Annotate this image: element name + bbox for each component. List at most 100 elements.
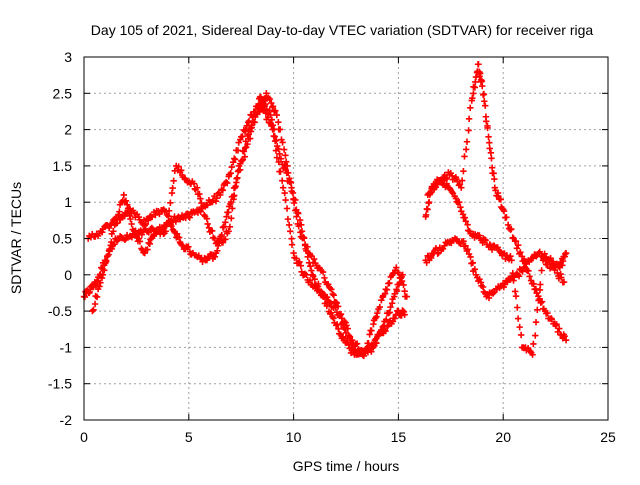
data-point-marker <box>464 246 471 253</box>
data-point-marker <box>387 303 394 311</box>
data-point-marker <box>368 348 375 355</box>
data-point-marker <box>127 215 134 223</box>
data-point-marker <box>199 258 206 265</box>
data-point-marker <box>333 299 340 307</box>
data-point-marker <box>248 122 255 129</box>
data-point-marker <box>325 281 332 288</box>
series-1 <box>80 104 408 359</box>
data-point-marker <box>257 93 265 101</box>
data-point-marker <box>484 124 491 132</box>
data-point-marker <box>266 107 273 114</box>
data-point-marker <box>161 230 168 237</box>
data-point-marker <box>282 166 289 173</box>
data-point-marker <box>530 280 537 288</box>
y-tick-label: -0.5 <box>48 303 72 319</box>
data-point-marker <box>334 303 342 310</box>
data-point-marker <box>535 297 542 304</box>
data-point-marker <box>116 208 123 215</box>
data-point-marker <box>538 298 546 305</box>
data-point-marker <box>353 340 361 347</box>
data-point-marker <box>242 143 250 151</box>
data-point-marker <box>479 283 487 291</box>
data-point-marker <box>329 313 336 320</box>
data-point-marker <box>218 231 225 239</box>
data-point-marker <box>400 281 407 289</box>
data-point-marker <box>269 121 276 129</box>
data-point-marker <box>108 238 115 246</box>
data-point-marker <box>275 119 282 126</box>
data-point-marker <box>345 332 353 339</box>
x-tick-label: 25 <box>600 429 616 445</box>
data-point-marker <box>526 273 533 280</box>
data-point-marker <box>254 102 262 110</box>
data-point-marker <box>287 178 294 186</box>
data-point-marker <box>461 214 468 221</box>
data-point-marker <box>537 281 544 288</box>
data-point-marker <box>434 250 441 257</box>
data-point-marker <box>366 331 373 338</box>
data-point-marker <box>471 266 479 273</box>
data-point-marker <box>145 229 152 236</box>
data-point-marker <box>288 184 295 191</box>
data-point-marker <box>341 318 348 325</box>
data-point-marker <box>540 254 548 262</box>
data-point-marker <box>326 284 334 292</box>
data-point-marker <box>209 197 217 204</box>
data-point-marker <box>196 190 203 198</box>
data-point-marker <box>298 221 305 228</box>
data-point-marker <box>297 262 305 269</box>
data-point-marker <box>228 215 235 222</box>
y-tick-label: 1 <box>64 194 72 210</box>
data-point-marker <box>280 146 288 153</box>
data-point-marker <box>229 205 236 212</box>
data-point-marker <box>424 206 431 213</box>
data-point-marker <box>159 225 166 233</box>
data-point-marker <box>272 107 279 114</box>
data-point-marker <box>178 241 185 248</box>
data-markers <box>80 61 570 360</box>
data-point-marker <box>465 127 472 134</box>
data-point-marker <box>175 234 183 241</box>
data-point-marker <box>562 249 570 257</box>
data-point-marker <box>562 250 569 258</box>
series-6 <box>424 176 568 358</box>
data-point-marker <box>102 258 110 265</box>
data-point-marker <box>548 316 556 323</box>
x-tick-label: 20 <box>495 429 511 445</box>
data-point-marker <box>462 146 470 153</box>
data-point-marker <box>97 279 104 286</box>
data-point-marker <box>101 267 108 274</box>
data-point-marker <box>512 292 520 300</box>
data-point-marker <box>268 116 276 123</box>
data-point-marker <box>476 275 483 283</box>
data-point-marker <box>91 300 99 308</box>
data-point-marker <box>461 153 468 160</box>
data-point-marker <box>283 205 291 212</box>
data-point-marker <box>282 196 289 204</box>
data-point-marker <box>172 218 180 225</box>
data-point-marker <box>398 312 405 319</box>
data-point-marker <box>233 175 240 182</box>
data-point-marker <box>86 288 93 296</box>
data-point-marker <box>462 218 470 225</box>
data-point-marker <box>145 239 152 247</box>
data-point-marker <box>527 348 534 355</box>
data-point-marker <box>491 288 498 296</box>
x-tick-label: 0 <box>80 429 88 445</box>
data-point-marker <box>422 211 430 219</box>
data-point-marker <box>279 177 286 184</box>
data-point-marker <box>152 211 159 219</box>
data-point-marker <box>269 103 277 110</box>
data-point-marker <box>529 254 537 262</box>
data-point-marker <box>335 325 342 333</box>
data-point-marker <box>303 271 310 279</box>
x-axis-tick-labels: 0 5 10 15 20 25 <box>80 429 616 445</box>
data-point-marker <box>92 281 100 289</box>
data-point-marker <box>218 186 225 193</box>
y-tick-label: 0 <box>64 267 72 283</box>
data-point-marker <box>514 304 521 311</box>
y-tick-label: 0.5 <box>53 231 73 247</box>
data-point-marker <box>270 125 278 133</box>
data-point-marker <box>200 202 207 210</box>
data-point-marker <box>165 213 172 220</box>
